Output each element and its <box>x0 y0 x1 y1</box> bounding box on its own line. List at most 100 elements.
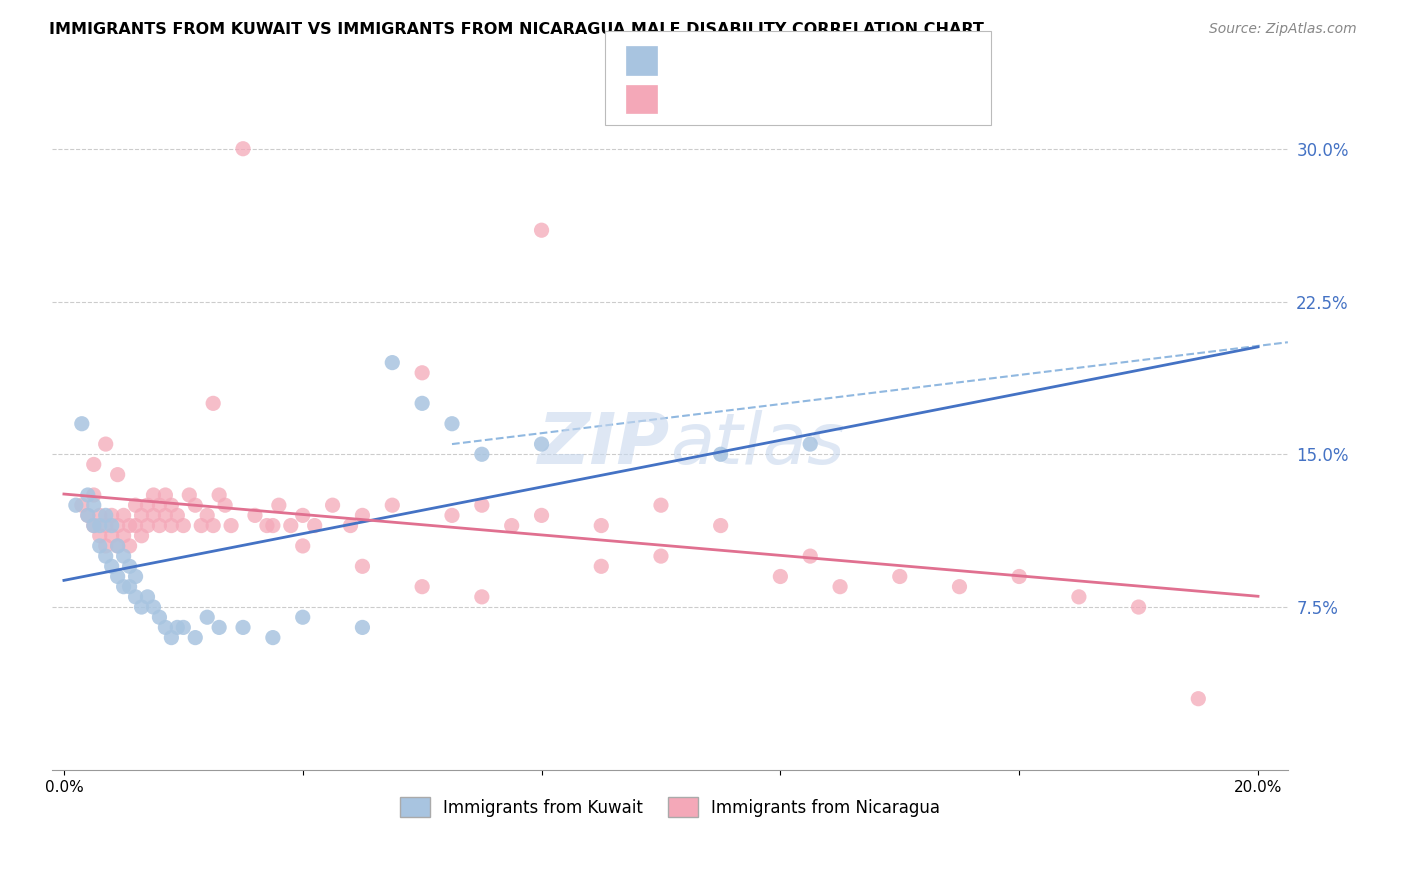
Point <box>107 539 129 553</box>
Point <box>352 508 374 523</box>
Point <box>89 529 111 543</box>
Point <box>352 620 374 634</box>
Point <box>89 508 111 523</box>
Point <box>107 518 129 533</box>
Point <box>501 518 523 533</box>
Point <box>471 447 494 461</box>
Point <box>155 488 177 502</box>
Point <box>889 569 911 583</box>
Point <box>184 631 207 645</box>
Point <box>530 508 553 523</box>
Point <box>76 508 98 523</box>
Point <box>100 508 122 523</box>
Point <box>131 529 153 543</box>
Point <box>710 518 733 533</box>
Point <box>184 498 207 512</box>
Point <box>148 518 170 533</box>
Point <box>195 610 218 624</box>
Point <box>650 498 672 512</box>
Point <box>124 518 146 533</box>
Point <box>799 549 821 563</box>
Point <box>112 508 135 523</box>
Text: ZIP: ZIP <box>537 410 669 479</box>
Point <box>118 539 141 553</box>
Point <box>148 610 170 624</box>
Point <box>166 620 188 634</box>
Point <box>1187 691 1209 706</box>
Text: IMMIGRANTS FROM KUWAIT VS IMMIGRANTS FROM NICARAGUA MALE DISABILITY CORRELATION : IMMIGRANTS FROM KUWAIT VS IMMIGRANTS FRO… <box>49 22 984 37</box>
Point <box>280 518 302 533</box>
Point <box>155 508 177 523</box>
Point <box>650 549 672 563</box>
Point <box>411 366 433 380</box>
Point <box>94 539 117 553</box>
Point <box>262 518 284 533</box>
Point <box>591 559 613 574</box>
Point <box>243 508 266 523</box>
Point <box>411 580 433 594</box>
Point <box>124 569 146 583</box>
Point <box>107 569 129 583</box>
Point <box>155 620 177 634</box>
Point <box>100 529 122 543</box>
Point <box>471 498 494 512</box>
Point <box>828 580 851 594</box>
Point <box>112 549 135 563</box>
Point <box>530 437 553 451</box>
Point <box>195 508 218 523</box>
Point <box>769 569 792 583</box>
Point <box>591 518 613 533</box>
Point <box>267 498 290 512</box>
Point <box>124 498 146 512</box>
Point <box>148 498 170 512</box>
Point <box>160 518 183 533</box>
Point <box>172 620 194 634</box>
Point <box>94 549 117 563</box>
Point <box>799 437 821 451</box>
Point <box>136 498 159 512</box>
Point <box>219 518 242 533</box>
Point <box>202 396 225 410</box>
Point <box>107 539 129 553</box>
Point <box>262 631 284 645</box>
Point <box>948 580 970 594</box>
Point <box>411 396 433 410</box>
Point <box>256 518 278 533</box>
Point <box>83 488 105 502</box>
Point <box>232 620 254 634</box>
Point <box>94 518 117 533</box>
Point <box>352 559 374 574</box>
Point <box>76 488 98 502</box>
Point <box>142 508 165 523</box>
Point <box>142 488 165 502</box>
Point <box>471 590 494 604</box>
Point <box>179 488 201 502</box>
Point <box>202 518 225 533</box>
Point <box>160 631 183 645</box>
Point <box>339 518 361 533</box>
Point <box>112 580 135 594</box>
Point <box>440 508 463 523</box>
Point <box>83 458 105 472</box>
Point <box>710 447 733 461</box>
Point <box>172 518 194 533</box>
Point <box>381 498 404 512</box>
Point <box>70 417 93 431</box>
Point <box>76 508 98 523</box>
Text: R =  0.292   N = 42: R = 0.292 N = 42 <box>673 46 880 64</box>
Point <box>1067 590 1090 604</box>
Point <box>1128 600 1150 615</box>
Point <box>208 620 231 634</box>
Point <box>322 498 344 512</box>
Point <box>131 600 153 615</box>
Point <box>304 518 326 533</box>
Point <box>440 417 463 431</box>
Point <box>530 223 553 237</box>
Point <box>166 508 188 523</box>
Point <box>107 467 129 482</box>
Point <box>83 518 105 533</box>
Point <box>100 518 122 533</box>
Point <box>118 518 141 533</box>
Text: atlas: atlas <box>669 410 845 479</box>
Point <box>291 539 314 553</box>
